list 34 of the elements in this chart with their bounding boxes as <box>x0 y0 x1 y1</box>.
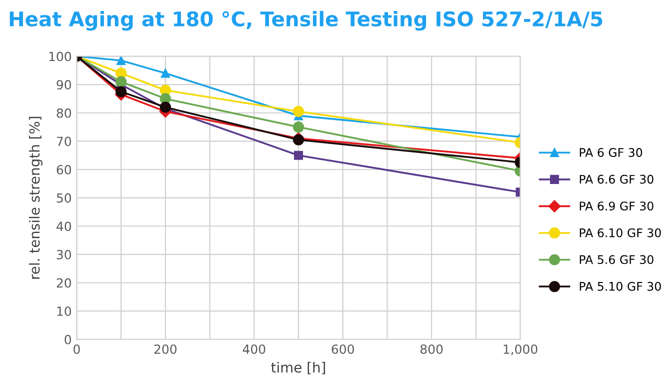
point <box>116 76 127 88</box>
y-axis-title: rel. tensile strength [%] <box>28 116 42 279</box>
x-tick-label: 800 <box>420 344 443 354</box>
y-tick-label: 50 <box>56 193 72 203</box>
y-tick-label: 60 <box>56 164 72 174</box>
point <box>116 56 126 66</box>
x-tick-label: 600 <box>332 344 354 354</box>
y-tick-label: 70 <box>56 136 72 146</box>
x-tick-label: 0 <box>74 344 80 354</box>
chart-title: Heat Aging at 180 °C, Tensile Testing ISO 527-2/1A/5 <box>10 10 602 31</box>
y-tick-label: 100 <box>49 52 72 62</box>
y-tick-label: 10 <box>57 306 72 316</box>
point <box>160 68 170 78</box>
legend-label: PA 5.10 GF 30 <box>580 282 661 291</box>
point <box>160 102 171 113</box>
y-tick-label: 90 <box>56 80 72 90</box>
x-axis-title: time [h] <box>271 362 326 374</box>
y-tick-label: 0 <box>64 334 72 344</box>
point <box>292 106 304 118</box>
y-tick-label: 20 <box>56 278 72 288</box>
point <box>116 86 127 98</box>
y-tick-label: 30 <box>56 250 72 260</box>
legend-label: PA 6.9 GF 30 <box>580 202 654 210</box>
point <box>292 121 304 133</box>
legend-label: PA 6.6 GF 30 <box>580 174 654 184</box>
point <box>292 134 304 146</box>
x-tick-label: 400 <box>242 344 266 354</box>
legend-label: PA 6 GF 30 <box>580 148 642 157</box>
y-tick-label: 80 <box>56 108 72 118</box>
x-tick-label: 1,000 <box>504 344 538 356</box>
legend-label: PA 5.6 GF 30 <box>580 255 654 264</box>
y-tick-label: 40 <box>56 222 72 232</box>
x-tick-label: 200 <box>154 344 177 354</box>
legend-label: PA 6.10 GF 30 <box>580 228 661 238</box>
